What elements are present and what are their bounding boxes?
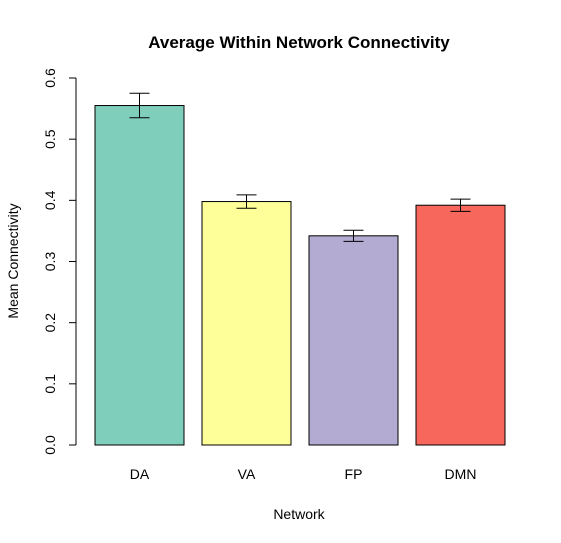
- bar-va: [201, 201, 292, 446]
- chart-title: Average Within Network Connectivity: [148, 33, 450, 52]
- y-tick-label: 0.0: [42, 435, 58, 455]
- x-tick-label-dmn: DMN: [445, 466, 477, 482]
- bar-dmn: [415, 204, 506, 446]
- y-tick-label: 0.6: [42, 68, 58, 88]
- y-axis: 0.0 0.1 0.2 0.3 0.4 0.5 0.6: [42, 68, 77, 455]
- x-tick-label-va: VA: [238, 466, 256, 482]
- x-axis-label: Network: [273, 506, 325, 522]
- bar-da: [94, 105, 185, 446]
- bars-group: [94, 105, 506, 446]
- x-tick-label-fp: FP: [345, 466, 363, 482]
- bar-fp: [308, 235, 399, 446]
- y-tick-label: 0.2: [42, 313, 58, 333]
- x-tick-label-da: DA: [130, 466, 150, 482]
- y-tick-label: 0.1: [42, 374, 58, 394]
- x-tick-labels: DA VA FP DMN: [130, 466, 477, 482]
- error-bars-group: [129, 92, 471, 242]
- y-tick-label: 0.5: [42, 129, 58, 149]
- y-axis-label: Mean Connectivity: [5, 203, 21, 318]
- y-tick-label: 0.4: [42, 190, 58, 210]
- y-tick-label: 0.3: [42, 252, 58, 272]
